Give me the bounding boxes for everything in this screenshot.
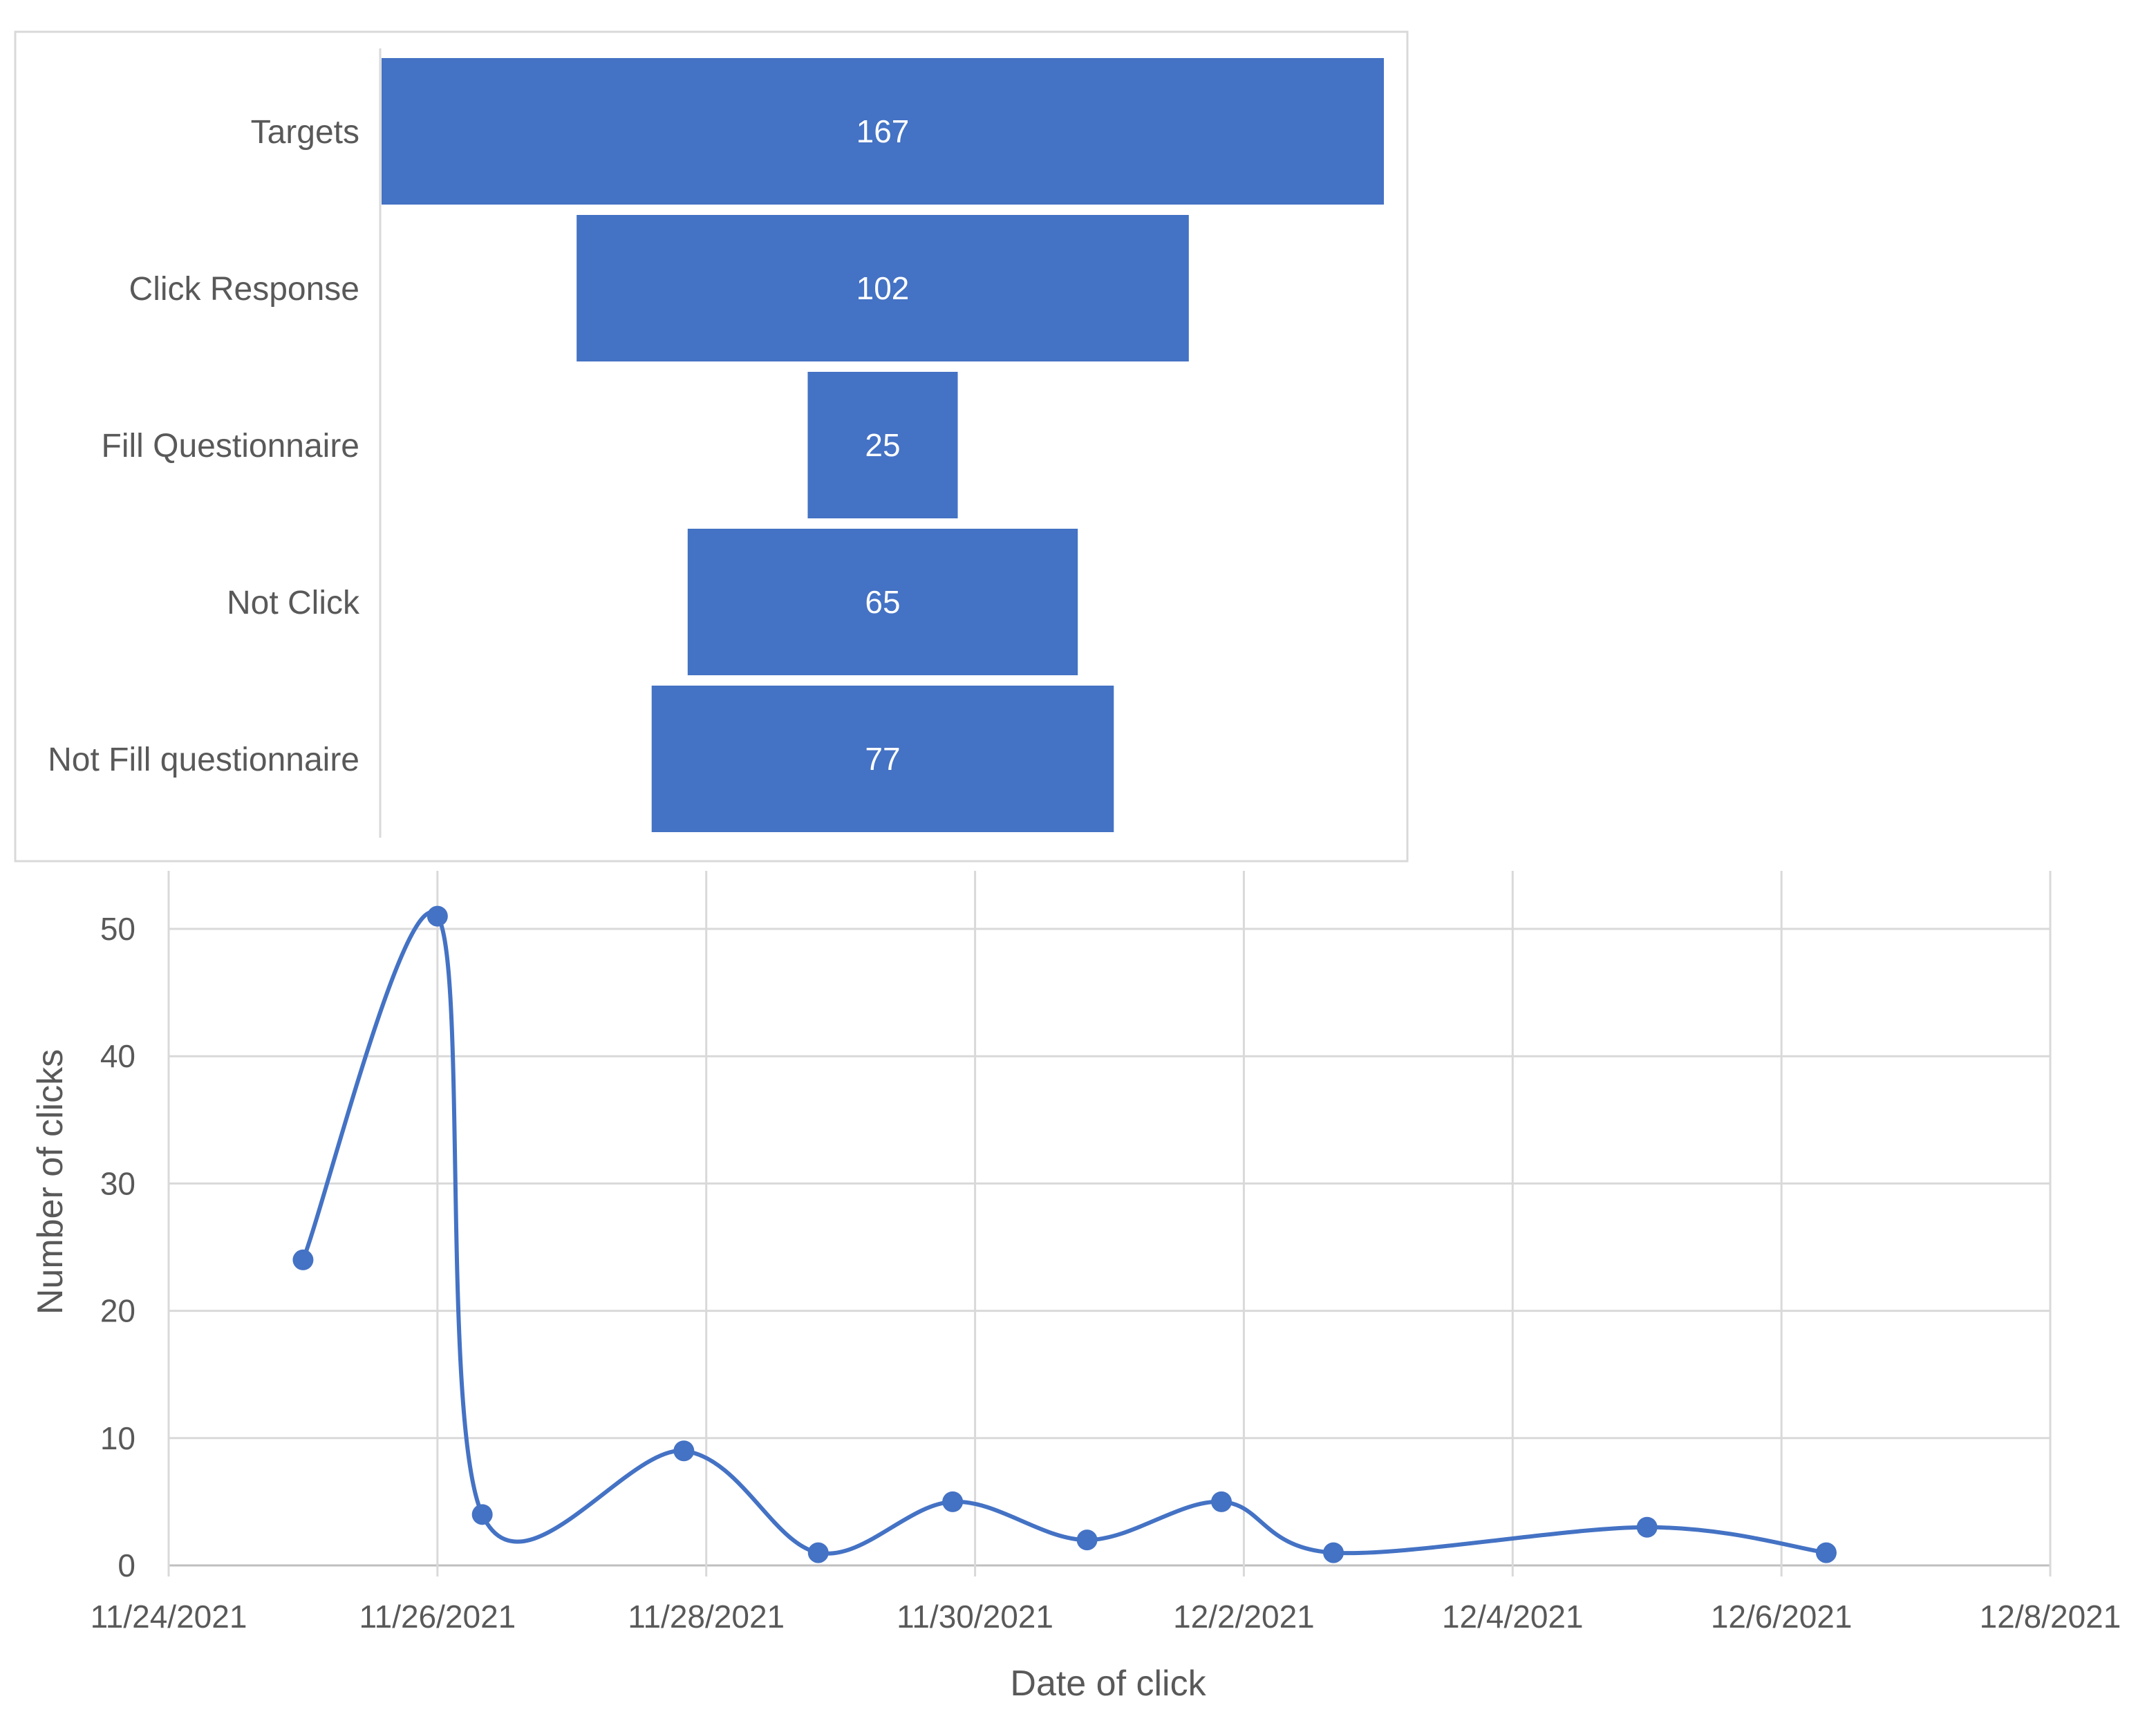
x-tick-label-11-30-2021: 11/30/2021 [897,1599,1053,1635]
funnel-category-label-targets: Targets [251,114,359,151]
funnel-bar-fill-questionnaire [807,372,958,518]
series-point-8 [1211,1491,1232,1512]
x-tick-label-11-24-2021: 11/24/2021 [91,1599,247,1635]
x-tick-label-12-8-2021: 12/8/2021 [1980,1599,2121,1635]
x-tick-label-12-4-2021: 12/4/2021 [1442,1599,1584,1635]
funnel-bar-not-fill-questionnaire [651,686,1114,832]
y-tick-label-50: 50 [100,911,135,947]
series-point-4 [673,1440,695,1462]
series-line [301,910,1827,1556]
funnel-data-label-not-click: 65 [865,584,900,620]
y-tick-label-30: 30 [100,1165,135,1201]
funnel-chart: 167 102 25 65 77 Targets Click Response Fill Q… [14,30,1409,863]
x-tick-label-12-6-2021: 12/6/2021 [1711,1599,1853,1635]
y-tick-label-10: 10 [100,1420,135,1456]
series-point-10 [1636,1516,1658,1538]
funnel-data-label-not-fill-questionnaire: 77 [865,741,900,777]
funnel-data-label-click-response: 102 [856,270,910,306]
x-tick-label-11-26-2021: 11/26/2021 [359,1599,516,1635]
series-point-5 [807,1542,829,1563]
funnel-category-label-fill-questionnaire: Fill Questionnaire [102,428,360,464]
series-point-2 [426,905,448,927]
series-points [292,905,1837,1563]
line-chart: 0 10 20 30 40 50 11/24/2021 11/26/2021 11/28/202… [30,871,2121,1704]
funnel-category-label-not-fill-questionnaire: Not Fill questionnaire [48,742,359,778]
x-tick-label-11-28-2021: 11/28/2021 [628,1599,785,1635]
funnel-bar-not-click [687,529,1078,675]
funnel-bar-targets [382,58,1384,205]
funnel-bar-click-response [577,215,1189,361]
funnel-data-label-fill-questionnaire: 25 [865,427,900,463]
series-point-11 [1815,1542,1837,1563]
funnel-category-labels: Targets Click Response Fill Questionnaire N… [48,114,360,778]
x-axis-title: Date of click [1010,1664,1206,1704]
series-point-1 [292,1249,314,1270]
series-point-7 [1076,1529,1098,1551]
funnel-data-label-targets: 167 [856,113,910,149]
x-tick-label-12-2-2021: 12/2/2021 [1173,1599,1315,1635]
y-axis-title: Number of clicks [30,1049,71,1315]
line-chart-tick-labels: 0 10 20 30 40 50 11/24/2021 11/26/2021 11/28/202… [91,911,2121,1635]
funnel-category-label-not-click: Not Click [227,585,360,621]
funnel-bars: 167 102 25 65 77 [382,58,1384,832]
y-tick-label-20: 20 [100,1293,135,1329]
series-point-3 [471,1504,493,1525]
y-tick-label-0: 0 [118,1547,135,1583]
y-tick-label-40: 40 [100,1038,135,1074]
series-point-9 [1323,1542,1344,1563]
line-chart-gridlines [167,871,2052,1576]
series-point-6 [942,1491,964,1512]
funnel-category-label-click-response: Click Response [129,271,359,308]
